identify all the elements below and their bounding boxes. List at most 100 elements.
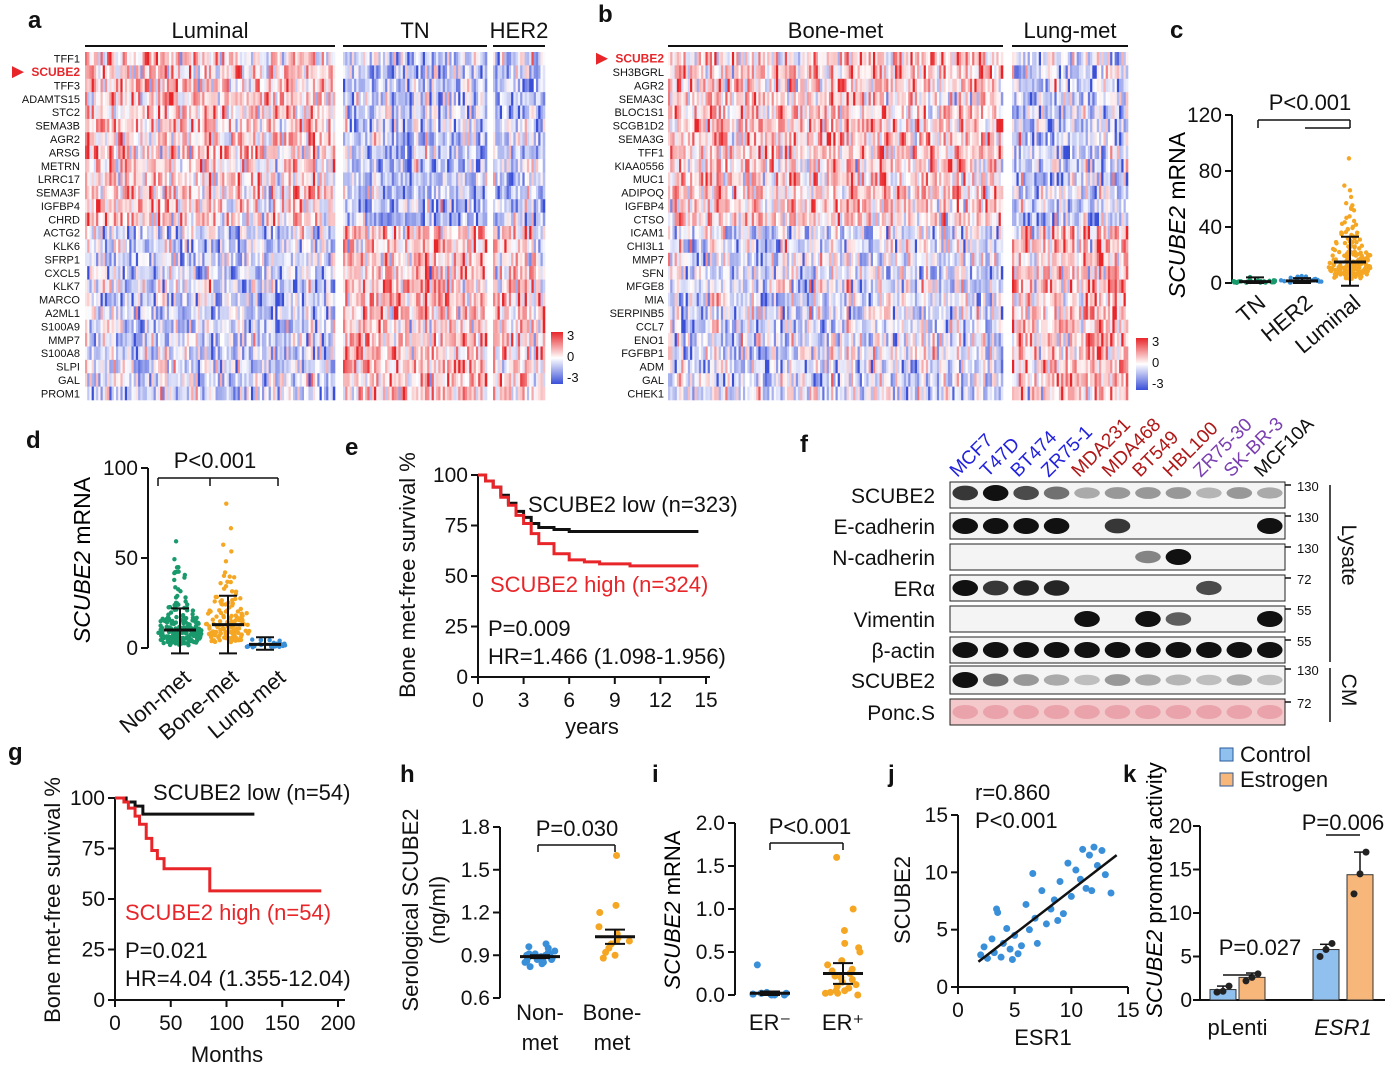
heatmap-cell: [405, 199, 408, 213]
heatmap-cell: [171, 359, 174, 374]
heatmap-cell: [266, 319, 269, 334]
heatmap-cell: [464, 373, 468, 387]
heatmap-cell: [239, 252, 243, 267]
heatmap-cell: [420, 373, 424, 387]
heatmap-cell: [471, 159, 475, 173]
heatmap-cell: [244, 226, 247, 240]
heatmap-cell: [259, 266, 263, 280]
heatmap-cell: [475, 92, 479, 106]
heatmap-cell: [191, 118, 194, 133]
heatmap-cell: [504, 92, 507, 106]
heatmap-cell: [387, 386, 390, 401]
heatmap-cell: [455, 292, 459, 307]
heatmap-cell: [259, 319, 263, 334]
heatmap-cell: [146, 65, 150, 80]
heatmap-cell: [153, 65, 157, 80]
heatmap-cell: [343, 386, 346, 401]
heatmap-cell: [173, 292, 177, 307]
heatmap-cell: [317, 319, 320, 334]
heatmap-cell: [424, 92, 428, 106]
heatmap-cell: [124, 105, 128, 120]
heatmap-cell: [365, 373, 368, 387]
heatmap-cell: [506, 172, 510, 187]
heatmap-cell: [495, 78, 498, 93]
heatmap-cell: [284, 132, 287, 146]
heatmap-cell: [391, 78, 395, 93]
heatmap-cell: [259, 185, 263, 200]
heatmap-cell: [175, 65, 179, 80]
heatmap-cell: [515, 292, 519, 307]
heatmap-cell: [308, 185, 311, 200]
heatmap-cell: [217, 359, 221, 374]
heatmap-cell: [351, 239, 355, 254]
heatmap-cell: [299, 292, 303, 307]
panel-label-k: k: [1123, 761, 1137, 788]
heatmap-cell: [226, 185, 230, 200]
heatmap-cell: [396, 292, 399, 307]
heatmap-cell: [266, 118, 269, 133]
heatmap-cell: [288, 252, 292, 267]
heatmap-cell: [497, 145, 501, 160]
heatmap-cell: [301, 346, 305, 361]
heatmap-cell: [343, 346, 346, 361]
heatmap-cell: [215, 373, 219, 387]
heatmap-cell: [100, 52, 103, 66]
heatmap-cell: [292, 306, 296, 320]
heatmap-cell: [317, 226, 320, 240]
heatmap-cell: [299, 279, 303, 294]
heatmap-cell: [89, 132, 92, 146]
heatmap-cell: [257, 279, 261, 294]
heatmap-cell: [242, 292, 245, 307]
heatmap-cell: [197, 359, 201, 374]
heatmap-cell: [142, 319, 146, 334]
heatmap-cell: [371, 306, 375, 320]
heatmap-cell: [462, 333, 466, 347]
heatmap-cell: [100, 373, 103, 387]
heatmap-cell: [175, 306, 179, 320]
heatmap-cell: [261, 279, 265, 294]
heatmap-cell: [184, 319, 188, 334]
heatmap-cell: [411, 212, 415, 227]
heatmap-cell: [155, 52, 159, 66]
group-header: Luminal: [171, 18, 248, 43]
heatmap-cell: [347, 105, 350, 120]
heatmap-cell: [100, 185, 103, 200]
heatmap-cell: [186, 212, 190, 227]
heatmap-cell: [330, 239, 334, 254]
heatmap-cell: [231, 373, 234, 387]
heatmap-cell: [440, 239, 443, 254]
heatmap-cell: [438, 359, 441, 374]
heatmap-cell: [235, 346, 238, 361]
heatmap-cell: [356, 92, 359, 106]
heatmap-cell: [502, 159, 505, 173]
heatmap-cell: [244, 159, 247, 173]
heatmap-cell: [197, 292, 201, 307]
heatmap-cell: [149, 52, 152, 66]
heatmap-cell: [411, 226, 415, 240]
heatmap-cell: [398, 118, 401, 133]
heatmap-cell: [235, 226, 238, 240]
heatmap-cell: [107, 52, 110, 66]
heatmap-cell: [253, 212, 256, 227]
heatmap-cell: [164, 172, 168, 187]
heatmap-cell: [407, 78, 410, 93]
heatmap-cell: [511, 92, 514, 106]
heatmap-cell: [288, 226, 292, 240]
heatmap-cell: [211, 359, 214, 374]
heatmap-cell: [151, 359, 154, 374]
heatmap-cell: [473, 252, 477, 267]
heatmap-cell: [120, 65, 123, 80]
heatmap-cell: [387, 105, 390, 120]
heatmap-cell: [250, 145, 254, 160]
heatmap-cell: [467, 65, 470, 80]
heatmap-cell: [93, 346, 97, 361]
heatmap-cell: [153, 319, 157, 334]
heatmap-cell: [215, 386, 219, 401]
heatmap-cell: [484, 226, 488, 240]
heatmap-cell: [173, 65, 177, 80]
heatmap-cell: [228, 319, 232, 334]
heatmap-cell: [275, 92, 278, 106]
heatmap-cell: [444, 105, 448, 120]
heatmap-cell: [499, 132, 503, 146]
heatmap-cell: [378, 306, 381, 320]
